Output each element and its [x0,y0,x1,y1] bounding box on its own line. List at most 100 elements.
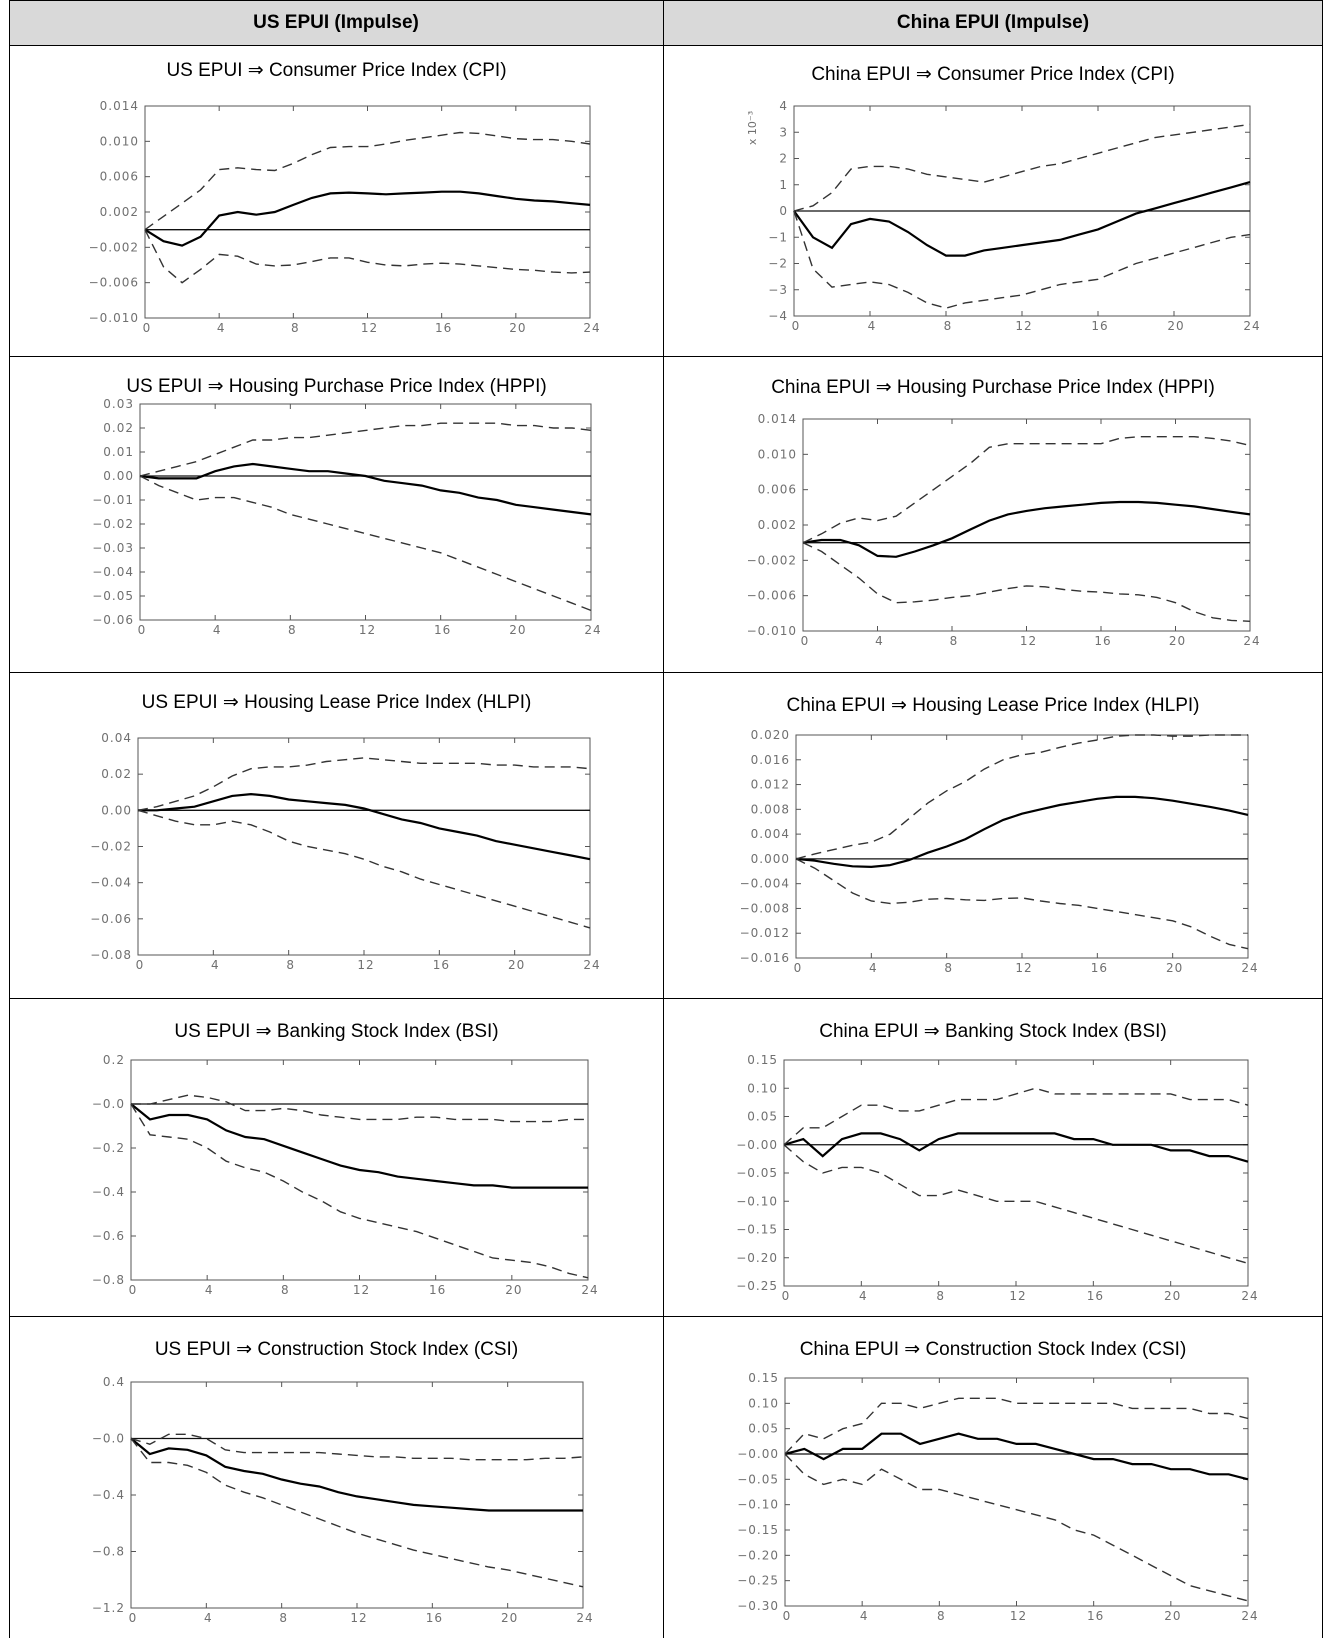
chart-cell: China EPUI ⇒ Banking Stock Index (BSI) −0… [664,999,1322,1316]
x-tick-label: 0 [782,1289,791,1303]
y-tick-label: 0.05 [748,1422,779,1436]
irf-confidence-band-line [139,475,592,612]
x-tick-label: 16 [1087,1289,1104,1303]
chart-cell: China EPUI ⇒ Housing Purchase Price Inde… [664,357,1322,672]
plot-frame [144,105,591,319]
irf-confidence-band-line [144,131,591,231]
x-tick-label: 20 [1164,1289,1181,1303]
irf-chart: China EPUI ⇒ Construction Stock Index (C… [737,1339,1257,1623]
x-tick-label: 12 [350,1611,367,1625]
y-tick-label: 0.002 [758,518,797,532]
y-tick-label: −0.002 [747,553,797,567]
irf-confidence-band-line [795,858,1249,950]
y-tick-label: 0.05 [747,1110,778,1124]
y-tick-label: −0.05 [92,589,134,603]
y-tick-label: 0.03 [103,397,134,411]
chart-title: China EPUI ⇒ Construction Stock Index (C… [800,1339,1187,1360]
y-tick-label: 4 [779,99,788,113]
x-tick-label: 12 [359,623,376,637]
irf-confidence-band-line [130,1438,584,1588]
x-tick-label: 20 [1167,319,1184,333]
y-tick-label: 0 [779,204,788,218]
x-tick-label: 4 [204,1611,213,1625]
y-tick-label: 0.15 [747,1053,778,1067]
y-tick-label: 0.01 [103,445,134,459]
x-tick-label: 16 [435,321,452,335]
x-tick-label: 0 [783,1609,792,1623]
y-tick-label: −0.012 [740,926,790,940]
y-tick-label: 1 [779,178,788,192]
x-tick-label: 24 [581,1283,598,1297]
y-tick-label: 0.004 [751,827,790,841]
irf-chart: China EPUI ⇒ Banking Stock Index (BSI) −0… [736,1021,1257,1303]
y-tick-label: −0.010 [89,311,139,325]
x-tick-label: 0 [792,319,801,333]
y-tick-label: −0.25 [737,1574,779,1588]
y-tick-label: 0.010 [758,447,797,461]
y-tick-label: −0.8 [92,1545,125,1559]
irf-confidence-band-line [784,1453,1249,1602]
x-tick-label: 8 [291,321,300,335]
y-tick-label: 0.008 [751,802,790,816]
irf-response-line [139,462,592,516]
y-tick-label: 2 [779,152,788,166]
y-tick-label: −0.01 [92,493,134,507]
x-tick-label: 0 [129,1611,138,1625]
y-tick-label: 0.006 [100,170,139,184]
chart-title: US EPUI ⇒ Housing Purchase Price Index (… [126,376,546,397]
irf-confidence-band-line [795,734,1248,860]
y-tick-label: 0.4 [103,1375,125,1389]
irf-response-line [138,792,591,861]
y-tick-label: −0.00 [737,1447,779,1461]
row-divider [9,45,1322,46]
x-tick-label: 8 [950,634,959,648]
y-tick-label: 0.006 [758,483,797,497]
chart-cell: US EPUI ⇒ Construction Stock Index (CSI)… [10,1317,663,1638]
x-tick-label: 20 [501,1611,518,1625]
y-tick-label: −0.08 [90,948,132,962]
x-tick-label: 4 [859,1289,868,1303]
chart-cell: China EPUI ⇒ Housing Lease Price Index (… [664,673,1322,998]
plot-frame [795,734,1249,959]
irf-response-line [784,1432,1249,1481]
x-tick-label: 4 [869,961,878,975]
y-tick-label: −0.06 [90,912,132,926]
irf-chart: China EPUI ⇒ Housing Purchase Price Inde… [747,377,1260,648]
y-tick-label: −0.04 [90,876,132,890]
irf-chart: US EPUI ⇒ Construction Stock Index (CSI)… [92,1339,593,1625]
chart-title: US EPUI ⇒ Consumer Price Index (CPI) [166,60,506,81]
chart-cell: US EPUI ⇒ Housing Purchase Price Index (… [10,357,663,672]
row-divider [9,1316,1322,1317]
chart-title: US EPUI ⇒ Construction Stock Index (CSI) [155,1339,518,1360]
irf-chart: US EPUI ⇒ Consumer Price Index (CPI) −0.0… [89,60,600,335]
y-tick-label: −0.30 [737,1599,779,1613]
irf-response-line [130,1437,583,1512]
irf-chart: China EPUI ⇒ Consumer Price Index (CPI) −… [746,64,1260,333]
y-tick-label: 0.020 [751,728,790,742]
chart-title: China EPUI ⇒ Banking Stock Index (BSI) [819,1021,1167,1042]
x-tick-label: 20 [1166,961,1183,975]
irf-confidence-band-line [784,1397,1249,1455]
chart-cell: China EPUI ⇒ Construction Stock Index (C… [664,1317,1322,1638]
x-tick-label: 4 [860,1609,869,1623]
plot-frame [139,403,592,621]
x-tick-label: 20 [1164,1609,1181,1623]
y-tick-label: −0.002 [89,240,139,254]
y-tick-label: −2 [768,257,788,271]
x-tick-label: 8 [286,958,295,972]
x-tick-label: 16 [1091,319,1108,333]
y-tick-label: −3 [768,283,788,297]
y-tick-label: 0.014 [758,412,797,426]
row-divider [9,998,1322,999]
x-tick-label: 12 [1020,634,1037,648]
irf-confidence-band-line [783,1144,1249,1265]
x-tick-label: 0 [129,1283,138,1297]
table-border-left [9,0,10,1638]
x-tick-label: 16 [1091,961,1108,975]
y-tick-label: −0.10 [736,1194,778,1208]
x-tick-label: 4 [211,958,220,972]
irf-chart: China EPUI ⇒ Housing Lease Price Index (… [740,695,1258,975]
chart-cell: US EPUI ⇒ Consumer Price Index (CPI) −0.0… [10,46,663,356]
irf-confidence-band-line [137,809,591,929]
header-us: US EPUI (Impulse) [9,1,663,45]
